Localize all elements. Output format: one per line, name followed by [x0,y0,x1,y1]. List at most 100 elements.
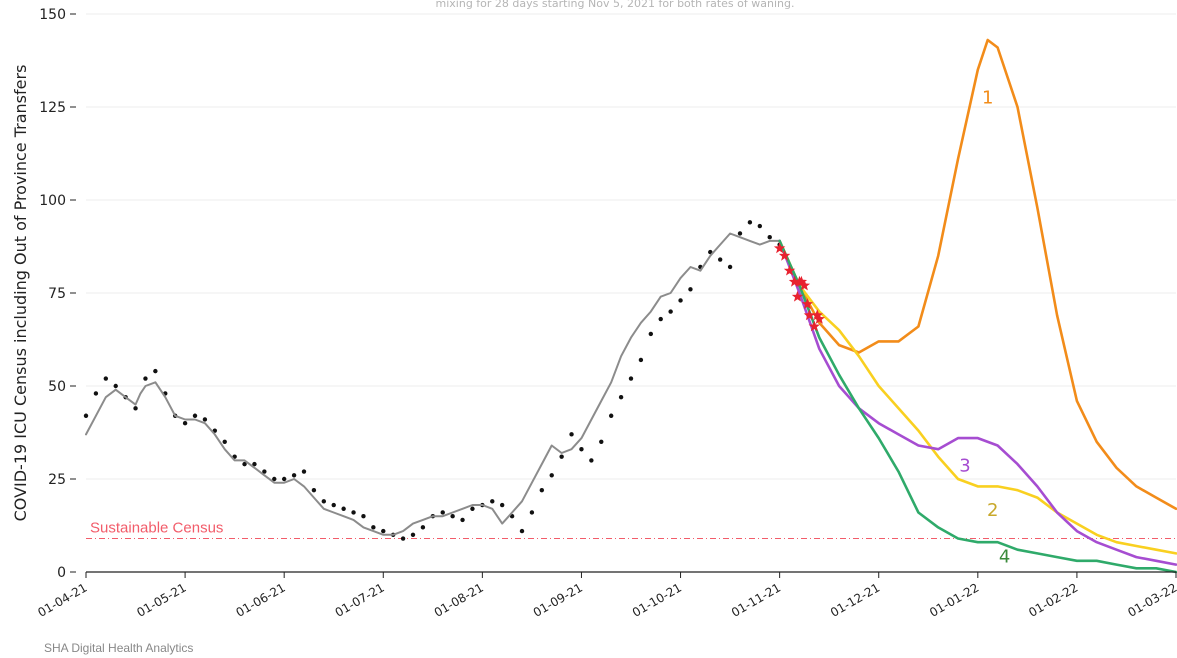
data-point [331,502,336,508]
x-tick-label: 01-07-21 [333,580,387,619]
data-point [103,376,109,381]
series-lines [85,38,1177,574]
y-tick-label: 0 [57,565,66,581]
data-point [400,536,406,541]
data-point [648,331,654,337]
data-point [192,413,198,418]
series-line-observed-trend [85,232,781,536]
data-point [262,469,267,474]
x-tick-label: 01-11-21 [729,580,783,619]
star-marker [795,275,808,287]
star-marker [778,249,791,261]
x-tick-label: 01-09-21 [531,580,585,619]
data-point [321,499,327,504]
series-line-1 [778,38,1177,511]
series-line-2 [778,239,1177,555]
data-point [737,231,743,236]
star-markers [773,242,825,332]
data-point [529,510,535,515]
data-point [757,223,763,229]
data-point [371,525,376,530]
data-point [559,454,564,459]
data-point [83,413,89,418]
curve-label-2: 2 [987,500,998,521]
data-point [668,309,673,314]
y-tick-label: 75 [48,286,66,302]
curve-label-4: 4 [999,547,1010,568]
data-point [202,417,208,422]
data-point [499,502,505,508]
x-tick-label: 01-01-22 [927,580,981,619]
data-point [301,469,307,474]
star-marker [808,320,820,332]
star-marker [791,290,804,302]
data-point [291,473,297,478]
x-tick-label: 01-03-22 [1125,580,1177,619]
data-point [747,220,753,225]
data-point [341,506,346,511]
data-point [311,487,317,493]
data-point [579,447,584,452]
data-point [470,506,475,511]
x-tick-label: 01-05-21 [134,580,188,619]
data-point [410,532,416,537]
y-tick-label: 50 [48,379,66,395]
data-point [589,458,594,463]
data-point [767,235,772,240]
data-point [281,476,287,482]
data-point [272,476,277,482]
data-point [242,461,247,467]
x-tick-label: 01-10-21 [630,580,684,619]
data-point [678,298,683,303]
data-point [113,383,118,389]
star-marker [773,242,786,254]
data-point [688,287,693,292]
chart-subtitle: mixing for 28 days starting Nov 5, 2021 … [436,0,795,10]
x-tick-label: 01-02-22 [1026,580,1080,619]
x-tick-label: 01-08-21 [432,580,486,619]
star-marker [811,309,823,321]
data-point [361,514,366,519]
data-point [93,391,99,396]
curve-label-1: 1 [982,87,993,108]
observed-points [83,220,782,541]
data-point [549,473,554,478]
data-point [460,517,465,523]
data-point [222,439,227,444]
data-point [569,432,574,437]
curve-labels: 1 2 3 4 [959,87,1010,567]
series-line-3 [778,239,1177,566]
y-axis-label: COVID-19 ICU Census including Out of Pro… [11,65,30,522]
y-tick-label: 25 [48,472,66,488]
data-point [153,368,158,374]
data-point [351,510,356,515]
y-tick-label: 100 [39,193,66,209]
data-point [618,394,624,400]
reference-line-group: Sustainable Census [86,520,1176,540]
data-point [490,499,495,504]
footer-credit: SHA Digital Health Analytics [44,641,193,655]
data-point [420,525,426,530]
data-point [628,376,634,381]
data-point [133,406,138,411]
data-point [658,316,663,322]
data-point [608,413,614,418]
data-point [539,487,545,493]
data-point [440,510,445,515]
data-point [182,421,188,426]
y-tick-label: 150 [39,7,66,23]
star-marker [803,309,816,321]
star-marker [783,264,796,276]
star-marker [798,279,811,291]
y-tick-label: 125 [39,100,66,116]
data-point [599,439,604,444]
sustainable-census-label: Sustainable Census [90,520,223,537]
data-point [143,376,148,381]
grid [86,13,1176,480]
star-marker [813,313,825,324]
data-point [727,264,733,270]
star-marker [788,275,801,287]
data-point [450,514,455,519]
